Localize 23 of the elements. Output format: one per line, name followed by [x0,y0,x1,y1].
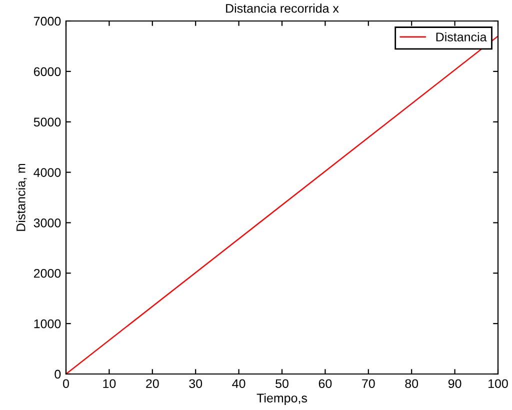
x-tick-label: 20 [146,379,159,388]
y-tick-label: 0 [54,370,61,379]
x-tick-label: 0 [63,379,69,388]
y-tick-label: 7000 [34,16,61,26]
x-tick-label: 10 [103,379,116,388]
x-tick-label: 60 [318,379,332,388]
y-tick-label: 6000 [34,67,61,76]
y-tick-label: 5000 [34,118,61,127]
x-tick-label: 90 [448,379,462,388]
x-tick-label: 80 [405,379,418,388]
chart-title: Distancia recorrida x [226,4,339,13]
x-tick-label: 100 [488,379,508,388]
y-tick-label: 3000 [34,218,61,228]
x-axis-title: Tiempo,s [256,393,308,405]
y-tick-label: 4000 [34,168,61,177]
x-tick-label: 70 [362,379,375,388]
x-tick-label: 40 [232,379,246,388]
legend-label: Distancia [436,32,487,42]
y-tick-label: 2000 [34,268,61,278]
x-tick-label: 50 [276,379,288,388]
x-tick-label: 30 [189,379,202,388]
y-axis-title: Distancia, m [16,164,27,231]
y-tick-label: 1000 [34,319,61,328]
